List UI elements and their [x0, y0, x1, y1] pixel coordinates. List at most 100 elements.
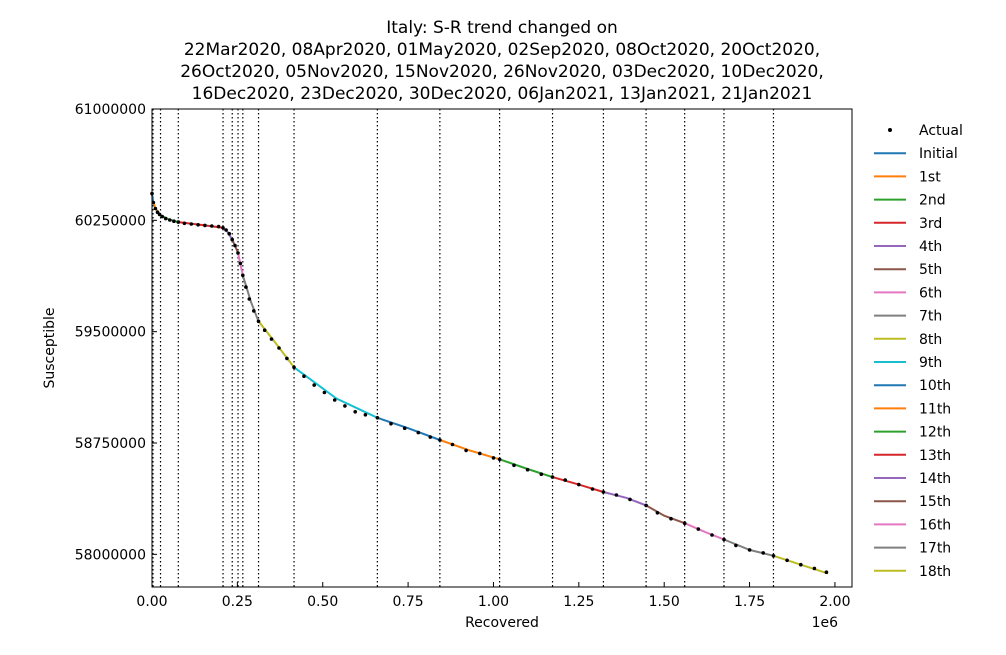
actual-point: [747, 548, 752, 552]
actual-point: [491, 456, 496, 460]
x-tick-label: 0.75: [393, 594, 424, 610]
fit-line-15: [645, 504, 686, 525]
actual-point: [375, 416, 380, 420]
chart-title-line-4: 16Dec2020, 23Dec2020, 30Dec2020, 06Jan20…: [192, 84, 813, 104]
x-tick-label: 1.50: [649, 594, 680, 610]
legend-item: 3rd: [874, 216, 942, 232]
actual-point: [262, 328, 267, 333]
actual-point: [478, 451, 482, 456]
y-tick-label: 60250000: [75, 213, 146, 229]
legend-label: 8th: [919, 332, 942, 348]
actual-point: [563, 478, 567, 482]
actual-point: [224, 228, 228, 232]
actual-point: [203, 223, 207, 228]
actual-point: [292, 365, 296, 370]
legend-label: 10th: [919, 378, 951, 394]
x-axis-offset-label: 1e6: [812, 615, 839, 631]
fit-lines: [151, 193, 829, 575]
actual-point: [682, 521, 687, 525]
actual-point: [590, 487, 595, 491]
actual-point: [734, 543, 738, 548]
chart-title-line-1: Italy: S-R trend changed on: [386, 18, 618, 38]
fit-line-17: [723, 538, 774, 557]
change-point-lines: [152, 109, 775, 587]
legend-item: Actual: [888, 123, 963, 139]
chart-title-line-3: 26Oct2020, 05Nov2020, 15Nov2020, 26Nov20…: [180, 62, 824, 82]
actual-point: [450, 442, 455, 447]
actual-point: [389, 421, 393, 426]
legend-item: 2nd: [874, 193, 946, 209]
actual-point: [577, 482, 581, 487]
plot-frame: [151, 108, 853, 588]
legend-item: 4th: [874, 239, 942, 255]
fit-line-8: [257, 320, 295, 368]
actual-point: [497, 457, 502, 462]
legend-label: 12th: [919, 425, 951, 441]
legend-label: 2nd: [919, 193, 946, 209]
fit-line-11: [439, 439, 500, 461]
actual-point: [539, 472, 544, 477]
legend-label: Initial: [919, 146, 958, 162]
actual-point: [236, 251, 240, 255]
actual-point: [416, 430, 421, 435]
actual-point: [210, 224, 214, 228]
actual-point: [256, 319, 261, 324]
actual-point: [302, 374, 306, 379]
x-tick-label: 0.00: [136, 594, 167, 610]
actual-point: [464, 448, 468, 453]
chart-title-line-2: 22Mar2020, 08Apr2020, 01May2020, 02Sep20…: [184, 40, 820, 60]
actual-point: [696, 527, 701, 531]
legend-label: 3rd: [919, 216, 942, 232]
actual-point: [176, 220, 181, 224]
actual-point: [322, 390, 327, 395]
y-tick-label: 58000000: [75, 547, 146, 563]
actual-point: [363, 413, 368, 417]
legend-label: 7th: [919, 309, 942, 325]
legend-label: 4th: [919, 239, 942, 255]
actual-point: [269, 337, 274, 341]
legend-label: 6th: [919, 285, 942, 301]
actual-point: [238, 261, 243, 266]
actual-point: [669, 516, 673, 521]
actual-point: [710, 533, 714, 537]
actual-point: [353, 410, 358, 414]
fit-line-16: [684, 522, 725, 541]
actual-point: [722, 537, 726, 542]
actual-point: [163, 216, 168, 221]
actual-point: [438, 438, 442, 442]
actual-point: [216, 224, 221, 229]
legend-label: 18th: [919, 564, 951, 580]
y-tick-label: 59500000: [75, 325, 146, 341]
actual-point: [799, 562, 803, 567]
fit-line-9: [293, 366, 378, 419]
actual-point: [761, 551, 765, 555]
legend-item: Initial: [874, 146, 958, 162]
actual-point: [221, 226, 225, 230]
legend-item: 1st: [874, 169, 941, 185]
legend-item: 12th: [874, 425, 951, 441]
legend-label: 15th: [919, 494, 951, 510]
actual-point: [550, 475, 555, 479]
legend-label: 14th: [919, 471, 951, 487]
actual-point: [824, 570, 829, 574]
legend-item: 16th: [874, 517, 951, 533]
actual-point: [241, 273, 245, 278]
legend-item: 9th: [874, 355, 942, 371]
actual-point: [247, 297, 252, 301]
legend-item: 11th: [874, 401, 951, 417]
actual-point: [771, 554, 776, 558]
y-tick-label: 58750000: [75, 436, 146, 452]
x-tick-label: 1.25: [563, 594, 594, 610]
legend-label: 1st: [919, 169, 941, 185]
x-tick-label: 0.50: [307, 594, 338, 610]
actual-point: [343, 404, 347, 408]
actual-point: [628, 497, 632, 502]
legend-item: 10th: [874, 378, 951, 394]
x-axis-ticks: 0.00 0.25 0.50 0.75 1.00 1.25 1.50 1.75 2.00: [136, 582, 851, 610]
actual-point: [233, 243, 237, 248]
x-tick-label: 1.75: [734, 594, 765, 610]
actual-point: [332, 398, 337, 402]
actual-point: [189, 222, 194, 226]
actual-point: [277, 346, 281, 350]
